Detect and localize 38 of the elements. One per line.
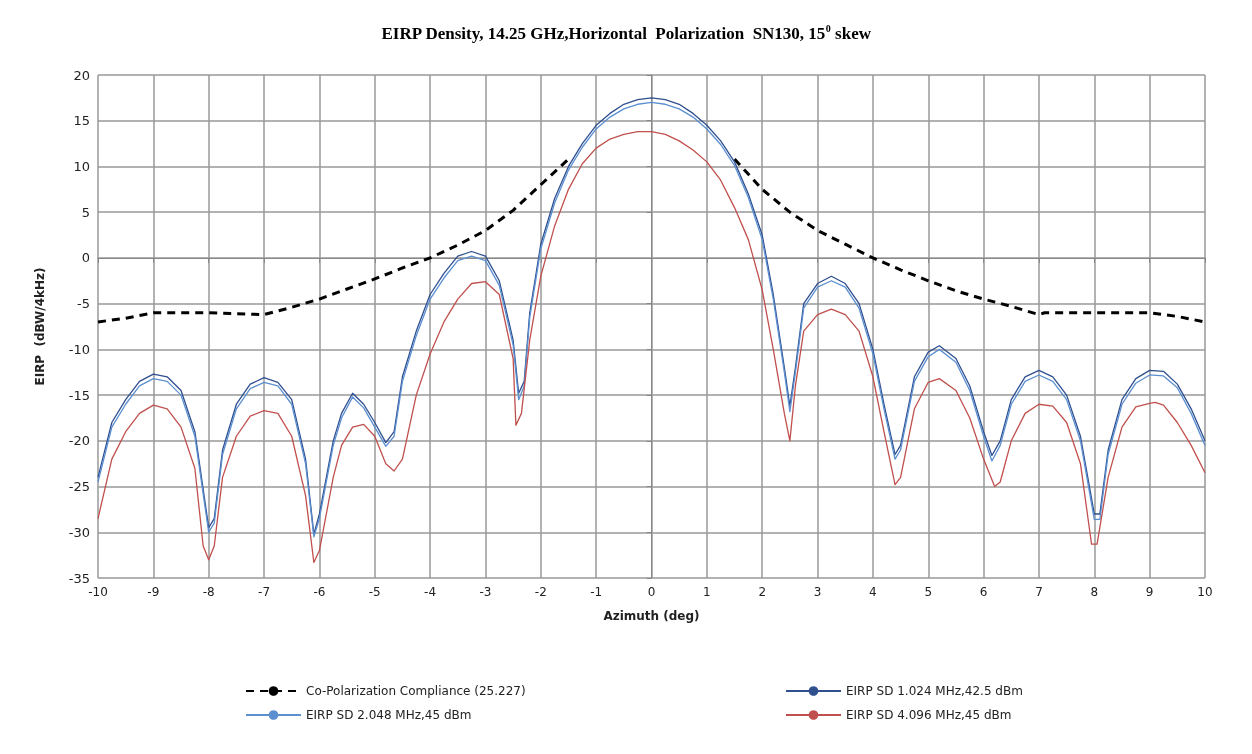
y-tick-label: -35 — [68, 570, 90, 586]
y-tick-label: 20 — [73, 67, 90, 83]
y-tick-label: -15 — [68, 387, 90, 403]
x-tick-label: 8 — [1090, 585, 1099, 599]
legend-label: EIRP SD 4.096 MHz,45 dBm — [846, 708, 1012, 722]
x-tick-label: -3 — [479, 585, 492, 599]
x-tick-label: -1 — [590, 585, 603, 599]
x-tick-label: 6 — [979, 585, 988, 599]
x-tick-label: -2 — [534, 585, 547, 599]
legend-label: EIRP SD 2.048 MHz,45 dBm — [306, 708, 472, 722]
x-tick-label: 4 — [869, 585, 877, 599]
x-tick-label: 9 — [1145, 585, 1154, 599]
legend-label: Co-Polarization Compliance (25.227) — [306, 684, 526, 698]
x-tick-label: 0 — [647, 585, 656, 599]
x-tick-label: -9 — [147, 585, 160, 599]
y-tick-label: 0 — [81, 250, 90, 266]
y-tick-label: -5 — [77, 296, 90, 312]
y-tick-label: -10 — [68, 341, 90, 357]
legend-label: EIRP SD 1.024 MHz,42.5 dBm — [846, 684, 1023, 698]
x-tick-label: -6 — [313, 585, 326, 599]
x-tick-label: 7 — [1035, 585, 1043, 599]
x-axis-title: Azimuth (deg) — [603, 609, 700, 623]
y-tick-label: -30 — [68, 524, 90, 540]
x-tick-label: -7 — [258, 585, 271, 599]
x-tick-label: 3 — [813, 585, 822, 599]
x-tick-label: 10 — [1197, 585, 1213, 599]
x-tick-label: -5 — [368, 585, 381, 599]
x-tick-label: 2 — [758, 585, 767, 599]
x-tick-label: -4 — [424, 585, 437, 599]
y-tick-label: 5 — [81, 204, 90, 220]
x-tick-label: 1 — [703, 585, 711, 599]
x-tick-label: -8 — [202, 585, 215, 599]
x-tick-label: 5 — [924, 585, 933, 599]
y-axis-title: EIRP (dBW/4kHz) — [33, 267, 47, 386]
y-tick-label: 10 — [73, 158, 90, 174]
y-tick-label: 15 — [73, 113, 90, 129]
y-tick-label: -20 — [68, 433, 90, 449]
y-tick-label: -25 — [68, 479, 90, 495]
